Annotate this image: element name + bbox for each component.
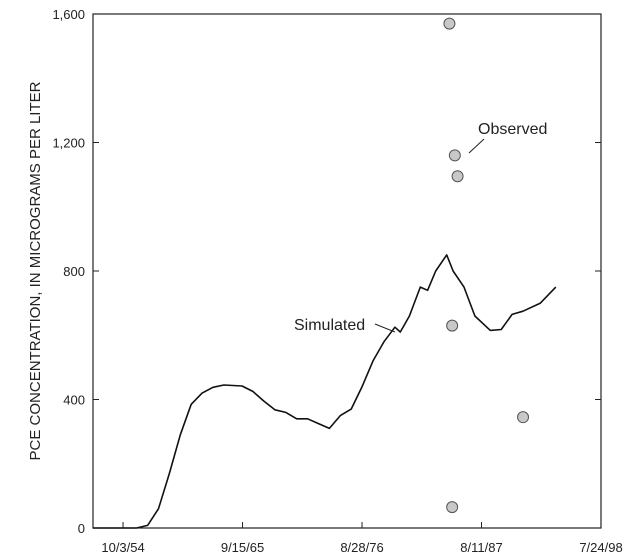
observed-point	[448, 149, 461, 162]
x-tick-label: 8/28/76	[340, 540, 383, 555]
observed-label: Observed	[478, 121, 547, 138]
x-tick-label: 8/11/87	[460, 540, 502, 555]
x-tick-label: 9/15/65	[221, 540, 264, 555]
observed-point	[446, 501, 459, 514]
y-axis-title: PCE CONCENTRATION, IN MICROGRAMS PER LIT…	[27, 81, 44, 460]
y-tick-label: 0	[78, 521, 85, 536]
x-tick-label: 7/24/98	[579, 540, 622, 555]
series-layer	[93, 17, 557, 529]
x-axis: 10/3/54 9/15/65 8/28/76 8/11/87 7/24/98	[101, 522, 623, 555]
y-axis: 0 400 800 1,200 1,600	[52, 7, 601, 536]
simulated-label: Simulated	[294, 317, 365, 334]
observed-point	[443, 17, 456, 30]
simulated-line	[93, 254, 557, 529]
simulated-leader-line	[374, 323, 396, 333]
observed-leader-line	[468, 138, 485, 154]
x-tick-label: 10/3/54	[101, 540, 144, 555]
y-tick-label: 400	[63, 393, 85, 408]
observed-point	[517, 411, 530, 424]
annotation-layer: Observed Simulated	[294, 121, 547, 334]
y-tick-label: 1,600	[52, 7, 85, 22]
y-tick-label: 800	[63, 264, 85, 279]
observed-point	[446, 319, 459, 332]
y-tick-label: 1,200	[52, 136, 85, 151]
plot-frame	[92, 13, 602, 529]
observed-point	[451, 170, 464, 183]
